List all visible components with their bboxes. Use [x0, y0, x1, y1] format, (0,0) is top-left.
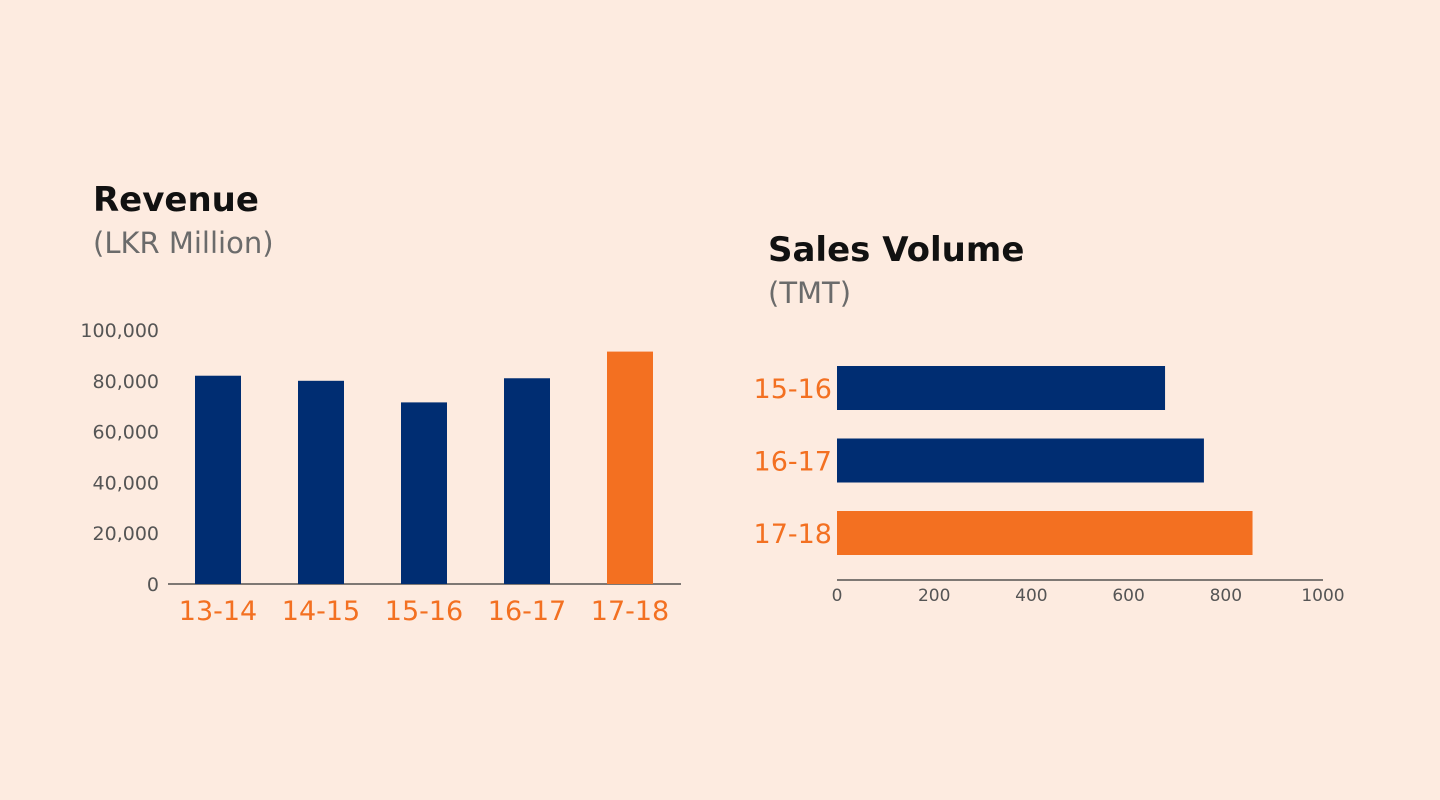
revenue-x-category-label: 14-15	[282, 596, 360, 627]
sales-bar	[837, 438, 1204, 483]
sales-x-tick-label: 1000	[1301, 586, 1344, 606]
sales-bar	[837, 366, 1166, 410]
revenue-y-tick-label: 20,000	[93, 523, 159, 545]
sales-volume-chart-title: Sales Volume	[768, 230, 1025, 270]
sales-volume-chart-subtitle: (TMT)	[768, 276, 852, 310]
sales-y-category-label: 15-16	[754, 374, 832, 405]
revenue-x-category-label: 15-16	[385, 596, 463, 627]
sales-y-category-label: 16-17	[754, 447, 832, 478]
revenue-chart-title: Revenue	[93, 180, 259, 220]
sales-x-tick-label: 400	[1015, 586, 1047, 606]
revenue-y-tick-label: 100,000	[80, 320, 159, 342]
revenue-bar	[401, 402, 447, 584]
revenue-x-category-label: 13-14	[179, 596, 257, 627]
revenue-bar	[504, 378, 550, 584]
revenue-bar	[607, 351, 653, 584]
revenue-y-tick-label: 0	[147, 574, 159, 596]
revenue-bar-chart: 0 20,000 40,000 60,000 80,000 100,000 13-14 14-…	[80, 320, 681, 627]
revenue-chart-subtitle: (LKR Million)	[93, 226, 274, 260]
revenue-y-tick-label: 80,000	[93, 371, 159, 393]
sales-x-tick-label: 200	[918, 586, 950, 606]
sales-y-category-label: 17-18	[754, 519, 832, 550]
revenue-x-category-label: 16-17	[488, 596, 566, 627]
revenue-x-category-label: 17-18	[591, 596, 669, 627]
revenue-bar	[195, 375, 241, 584]
sales-bar	[837, 511, 1253, 555]
sales-x-tick-label: 0	[832, 586, 843, 606]
sales-x-tick-label: 600	[1112, 586, 1144, 606]
revenue-y-tick-label: 60,000	[93, 422, 159, 444]
sales-x-tick-label: 800	[1210, 586, 1242, 606]
revenue-y-tick-label: 40,000	[93, 472, 159, 494]
revenue-bar	[298, 380, 344, 584]
